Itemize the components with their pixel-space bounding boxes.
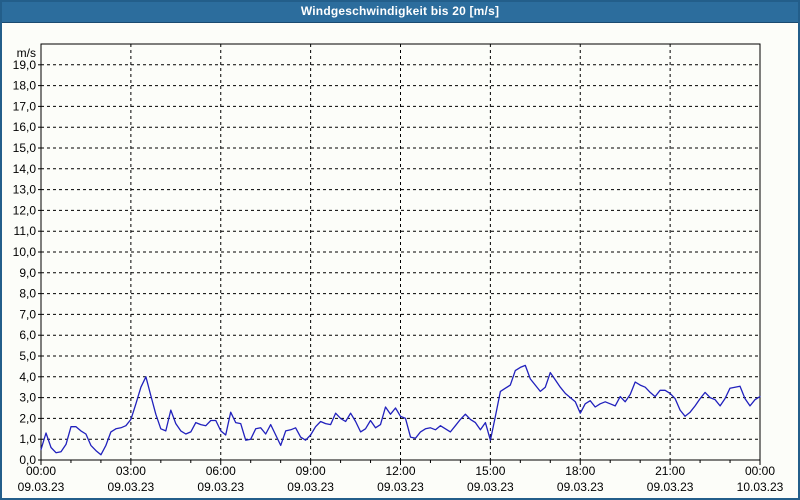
y-axis-tick-label: 5,0 — [19, 349, 36, 363]
wind-speed-line — [40, 364, 761, 456]
x-axis-time-label: 03:00 — [116, 464, 146, 478]
y-axis-tick-label: 18,0 — [13, 79, 37, 93]
x-axis-time-label: 18:00 — [565, 464, 595, 478]
x-axis-time-label: 12:00 — [385, 464, 415, 478]
y-axis-tick-label: 3,0 — [19, 391, 36, 405]
x-axis-time-label: 00:00 — [26, 464, 56, 478]
y-axis-tick-label: 17,0 — [13, 99, 37, 113]
x-axis-date-label: 09.03.23 — [557, 480, 604, 494]
y-axis-unit-label: m/s — [17, 46, 36, 60]
x-axis-date-label: 09.03.23 — [18, 480, 65, 494]
y-axis-tick-label: 8,0 — [19, 287, 36, 301]
y-axis-tick-label: 13,0 — [13, 183, 37, 197]
x-axis-time-label: 21:00 — [655, 464, 685, 478]
x-axis-date-label: 10.03.23 — [737, 480, 784, 494]
y-axis-tick-label: 16,0 — [13, 120, 37, 134]
x-axis-date-label: 09.03.23 — [197, 480, 244, 494]
x-axis-date-label: 09.03.23 — [108, 480, 155, 494]
y-axis-tick-label: 15,0 — [13, 141, 37, 155]
y-axis-tick-label: 9,0 — [19, 266, 36, 280]
x-axis-date-label: 09.03.23 — [377, 480, 424, 494]
y-axis-tick-label: 7,0 — [19, 307, 36, 321]
chart-title: Windgeschwindigkeit bis 20 [m/s] — [300, 4, 500, 18]
y-axis-tick-label: 12,0 — [13, 203, 37, 217]
x-axis-time-label: 00:00 — [745, 464, 775, 478]
y-axis-tick-label: 14,0 — [13, 162, 37, 176]
y-axis-tick-label: 2,0 — [19, 411, 36, 425]
x-axis-date-label: 09.03.23 — [287, 480, 334, 494]
y-axis-tick-label: 6,0 — [19, 328, 36, 342]
chart-title-bar: Windgeschwindigkeit bis 20 [m/s] — [0, 0, 800, 23]
y-axis-tick-label: 4,0 — [19, 370, 36, 384]
y-axis-tick-label: 1,0 — [19, 432, 36, 446]
x-axis-time-label: 15:00 — [475, 464, 505, 478]
x-axis-date-label: 09.03.23 — [647, 480, 694, 494]
x-axis-time-label: 09:00 — [296, 464, 326, 478]
x-axis-date-label: 09.03.23 — [467, 480, 514, 494]
x-axis-time-label: 06:00 — [206, 464, 236, 478]
y-axis-tick-label: 0,0 — [19, 453, 36, 467]
y-axis-tick-label: 10,0 — [13, 245, 37, 259]
y-axis-tick-label: 19,0 — [13, 58, 37, 72]
y-axis-tick-label: 11,0 — [14, 224, 37, 238]
